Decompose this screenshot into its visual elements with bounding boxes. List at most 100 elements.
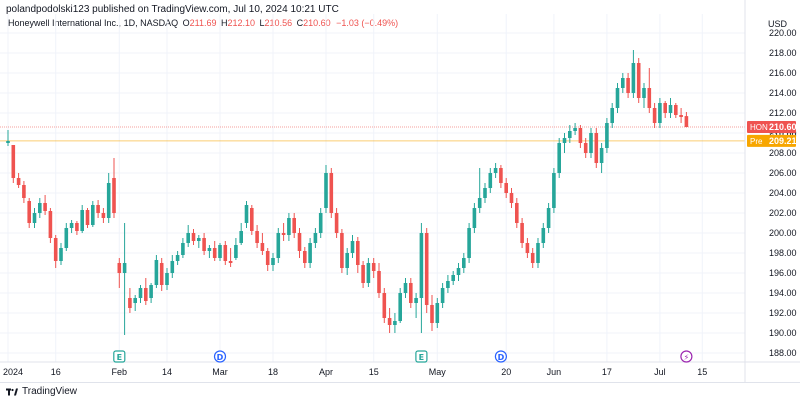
candle (59, 243, 63, 265)
event-symbol: E (117, 353, 122, 362)
candle (318, 208, 323, 238)
candle-body (414, 298, 418, 303)
candle-body (493, 168, 498, 173)
tradingview-brand[interactable]: TradingView (6, 386, 77, 397)
candle (610, 103, 614, 128)
candle (483, 183, 487, 203)
y-tick-label: 196.00 (769, 268, 797, 278)
candle (356, 237, 360, 273)
event-earnings-marker: E (113, 350, 126, 363)
candle-body (668, 105, 673, 113)
candle-body (541, 228, 546, 243)
candle (515, 198, 519, 228)
candle (64, 223, 69, 251)
candle-body (85, 210, 90, 225)
candle (541, 223, 546, 248)
candlestick-chart[interactable]: 188.00 190.00 192.00 194.00 196.00 198.00 200.… (0, 0, 800, 382)
candle (621, 73, 625, 93)
candle (451, 271, 455, 285)
price-badge-name: Pre (750, 137, 763, 146)
candle (334, 208, 339, 238)
candle (345, 248, 349, 275)
candle (674, 103, 678, 118)
event-symbol: ⚡ (684, 353, 690, 362)
candle (424, 228, 429, 313)
candle-body (472, 208, 477, 228)
published-by-line: polandpodolski123 published on TradingVi… (6, 4, 339, 15)
candle-body (334, 213, 339, 233)
currency-label[interactable]: USD (768, 19, 788, 29)
x-tick-label: Jun (547, 367, 562, 377)
candle (324, 165, 328, 213)
candle-body (223, 245, 228, 261)
y-tick-label: 204.00 (769, 188, 797, 198)
x-tick-label: 15 (369, 367, 379, 377)
candle (260, 233, 265, 255)
candle (530, 248, 535, 268)
price-badge-pre: Pre 209.21 (747, 134, 797, 147)
candle-body (674, 105, 678, 115)
candle-body (536, 243, 540, 263)
candle-body (504, 183, 508, 193)
candle-body (451, 275, 455, 281)
y-tick-label: 220.00 (769, 28, 797, 38)
candle (11, 145, 16, 183)
candle-body (239, 231, 243, 243)
candle-body (48, 211, 53, 238)
candle (181, 238, 185, 258)
candle-body (159, 263, 164, 285)
candle-body (53, 238, 58, 261)
candle-body (345, 253, 349, 268)
candle-body (568, 131, 572, 138)
candle-body (244, 205, 249, 223)
candle-body (202, 238, 206, 251)
candle-body (361, 265, 365, 283)
candle (446, 275, 450, 293)
candle-body (615, 88, 620, 108)
y-tick-label: 190.00 (769, 328, 797, 338)
candle-body (59, 248, 63, 261)
candle (546, 203, 551, 233)
x-tick-label: 15 (697, 367, 707, 377)
x-tick-label: Jul (654, 367, 666, 377)
candle (218, 243, 222, 261)
candle (75, 221, 79, 235)
price-badge-name: HON (750, 123, 768, 132)
brand-name: TradingView (22, 386, 78, 397)
candle (615, 83, 620, 113)
candle (186, 225, 190, 247)
candle (589, 128, 593, 158)
ohlc-low-value: 210.56 (264, 18, 293, 28)
candle-body (117, 263, 122, 273)
candle-body (462, 258, 466, 268)
x-tick-label: 2024 (3, 367, 23, 377)
candle-body (80, 210, 84, 231)
candle-body (170, 261, 175, 273)
candle-body (446, 281, 450, 288)
candle-body (144, 288, 148, 301)
candle (297, 228, 302, 258)
candle-body (281, 233, 286, 235)
candle-body (43, 203, 47, 211)
candle (430, 295, 434, 331)
candle (520, 218, 524, 248)
candle-body (112, 178, 116, 213)
price-axis: 188.00 190.00 192.00 194.00 196.00 198.00 200.… (744, 0, 797, 382)
candle-body (525, 243, 530, 253)
x-tick-label: 20 (501, 367, 511, 377)
event-symbol: E (419, 353, 424, 362)
candle-body (234, 245, 238, 258)
candle (377, 263, 381, 298)
candle (207, 245, 212, 258)
price-badge-value: 209.21 (769, 136, 797, 146)
tradingview-logo-icon (6, 388, 18, 395)
candle (594, 128, 599, 168)
candle-body (440, 288, 445, 303)
y-tick-label: 218.00 (769, 48, 797, 58)
candle (562, 133, 567, 153)
candle-body (138, 288, 143, 298)
candle (149, 283, 153, 303)
candle (403, 278, 408, 298)
candle-body (435, 303, 440, 323)
candle-body (250, 208, 254, 231)
